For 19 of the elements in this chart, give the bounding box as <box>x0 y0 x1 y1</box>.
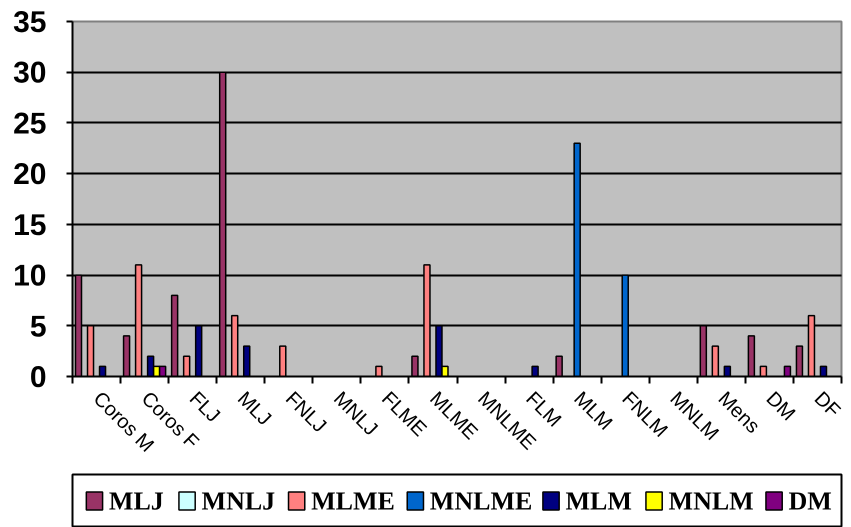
y-tick-label: 15 <box>13 208 47 242</box>
y-tick-label: 20 <box>13 158 47 192</box>
y-tick-label: 0 <box>30 361 47 394</box>
legend-label: MLME <box>311 486 395 516</box>
y-tick-label: 5 <box>30 310 47 344</box>
x-tick-label: MLJ <box>232 388 276 430</box>
x-tick-label: DF <box>810 388 844 422</box>
legend-label: DM <box>788 486 832 516</box>
y-tick-label: 35 <box>13 6 47 39</box>
x-tick-label: FLJ <box>184 388 224 427</box>
legend-label: MNLJ <box>202 486 276 516</box>
legend-label: MNLME <box>430 486 532 516</box>
y-tick-label: 30 <box>13 56 47 90</box>
legend-label: MLJ <box>108 486 164 516</box>
y-tick-label: 10 <box>13 260 47 293</box>
legend-label: MNLM <box>668 486 754 516</box>
x-tick-label: DM <box>762 388 800 426</box>
legend-label: MLM <box>565 486 632 516</box>
y-tick-label: 25 <box>13 107 47 140</box>
